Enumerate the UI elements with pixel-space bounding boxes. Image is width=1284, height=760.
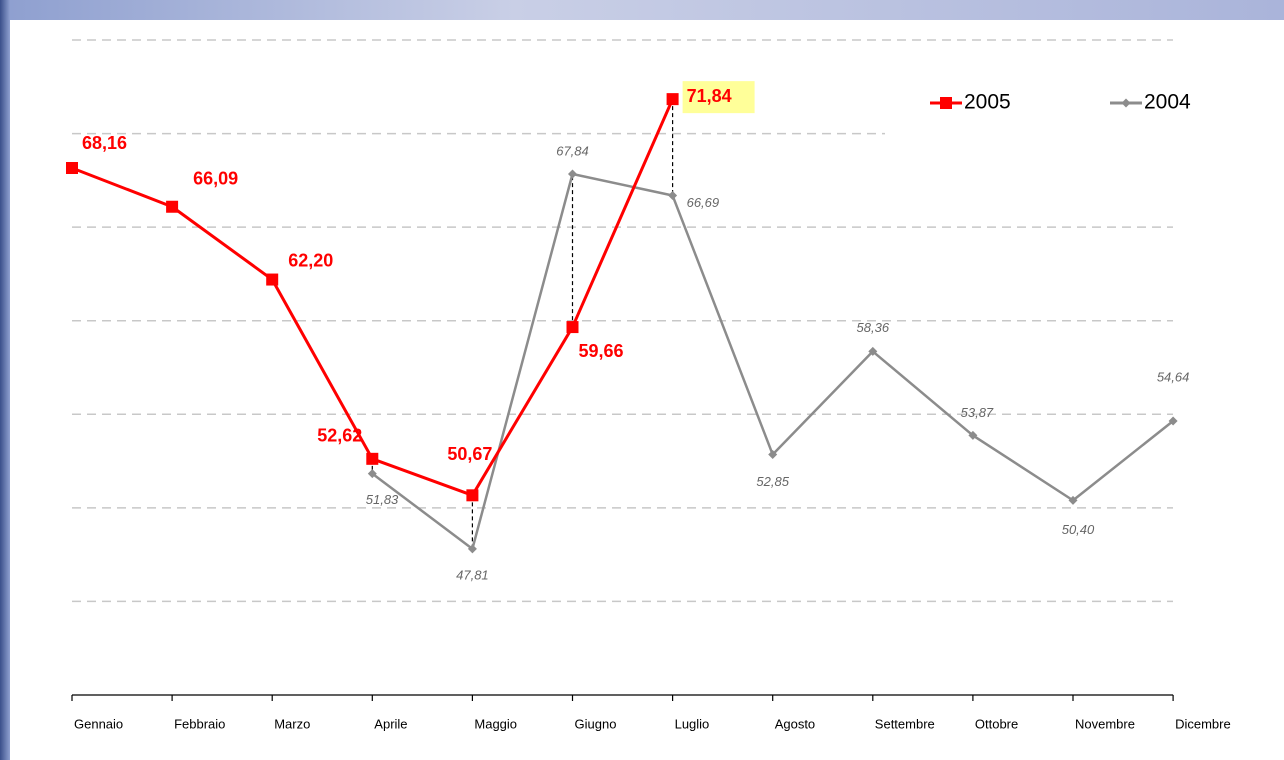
marker [1168, 416, 1178, 426]
data-label: 59,66 [579, 341, 624, 361]
marker [868, 346, 878, 356]
data-label: 67,84 [556, 143, 589, 158]
x-tick-label: Aprile [374, 716, 407, 731]
marker [668, 191, 678, 201]
data-label: 53,87 [961, 405, 994, 420]
data-label: 52,85 [756, 474, 789, 489]
marker [166, 200, 179, 213]
marker [266, 273, 279, 286]
marker [466, 489, 479, 502]
chart-panel [10, 20, 1284, 760]
data-label: 68,16 [82, 133, 127, 153]
x-tick-label: Marzo [274, 716, 310, 731]
data-label: 50,67 [447, 444, 492, 464]
x-tick-label: Agosto [775, 716, 815, 731]
x-tick-label: Novembre [1075, 716, 1135, 731]
data-label: 58,36 [857, 320, 890, 335]
x-tick-label: Settembre [875, 716, 935, 731]
x-tick-label: Luglio [675, 716, 710, 731]
data-label: 50,40 [1062, 522, 1095, 537]
label-highlight [682, 81, 755, 114]
legend-marker [1121, 98, 1131, 108]
marker [66, 162, 78, 175]
x-tick-label: Giugno [575, 716, 617, 731]
marker [366, 452, 379, 465]
marker [968, 430, 978, 440]
legend-label: 2005 [964, 91, 1011, 114]
data-label: 71,84 [687, 86, 732, 106]
data-label: 52,62 [317, 426, 362, 446]
marker [768, 450, 778, 460]
data-label: 51,83 [366, 492, 399, 507]
data-label: 54,64 [1157, 369, 1190, 384]
x-tick-label: Dicembre [1175, 716, 1231, 731]
legend-label: 2004 [1144, 91, 1191, 114]
data-label: 62,20 [288, 250, 333, 270]
marker [367, 469, 377, 479]
marker [666, 93, 679, 106]
x-tick-label: Ottobre [975, 716, 1018, 731]
x-tick-label: Maggio [474, 716, 517, 731]
marker [1068, 495, 1078, 505]
x-tick-label: Febbraio [174, 716, 225, 731]
x-tick-label: Gennaio [74, 716, 123, 731]
marker [467, 544, 477, 554]
data-label: 66,09 [193, 168, 238, 188]
marker [566, 321, 579, 334]
marker [568, 169, 577, 179]
legend-marker [940, 97, 952, 109]
data-label: 47,81 [456, 567, 489, 582]
data-label: 66,69 [687, 195, 720, 210]
